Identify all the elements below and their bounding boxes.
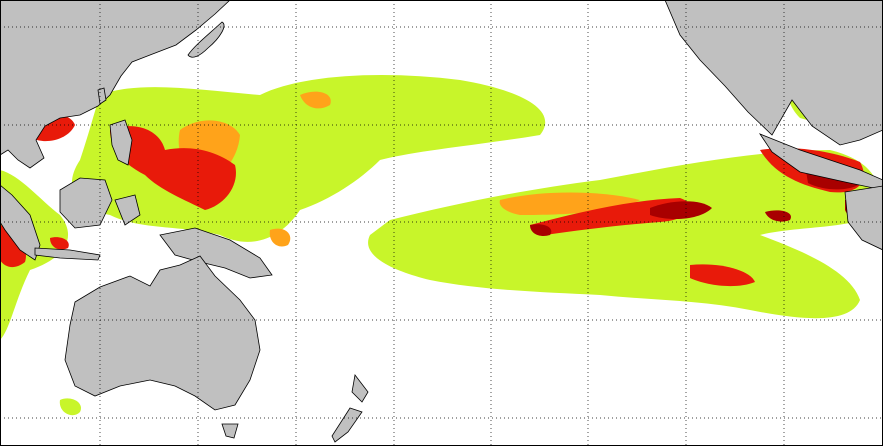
land	[0, 0, 883, 443]
map	[0, 0, 883, 446]
